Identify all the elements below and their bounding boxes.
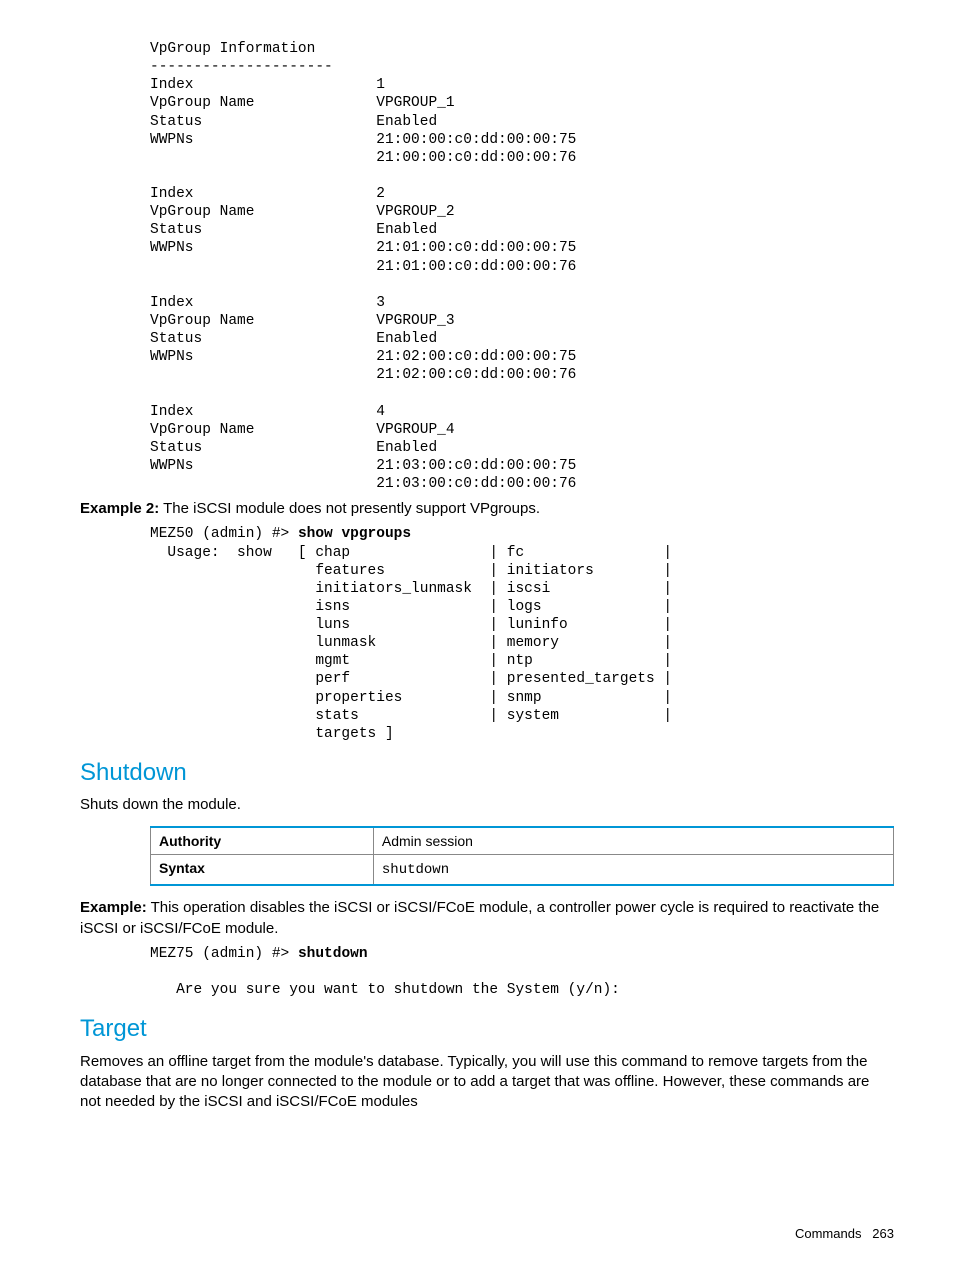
table-key: Syntax bbox=[151, 855, 374, 885]
target-heading: Target bbox=[80, 1013, 894, 1045]
document-page: VpGroup Information --------------------… bbox=[0, 0, 954, 1271]
vpgroup-info-output: VpGroup Information --------------------… bbox=[150, 40, 894, 493]
shutdown-table: AuthorityAdmin sessionSyntaxshutdown bbox=[150, 826, 894, 887]
table-key: Authority bbox=[151, 827, 374, 855]
shutdown-cmd-block: MEZ75 (admin) #> shutdown Are you sure y… bbox=[150, 945, 894, 999]
shutdown-intro: Shuts down the module. bbox=[80, 795, 894, 815]
target-intro: Removes an offline target from the modul… bbox=[80, 1052, 894, 1113]
shutdown-cmd-output: MEZ75 (admin) #> shutdown Are you sure y… bbox=[150, 945, 894, 999]
table-row: AuthorityAdmin session bbox=[151, 827, 894, 855]
table-value: Admin session bbox=[373, 827, 893, 855]
table-value: shutdown bbox=[373, 855, 893, 885]
table-row: Syntaxshutdown bbox=[151, 855, 894, 885]
shutdown-heading: Shutdown bbox=[80, 757, 894, 789]
shutdown-table-wrap: AuthorityAdmin sessionSyntaxshutdown bbox=[150, 826, 894, 887]
shutdown-example-paragraph: Example: This operation disables the iSC… bbox=[80, 898, 894, 939]
usage-block: MEZ50 (admin) #> show vpgroups Usage: sh… bbox=[150, 525, 894, 743]
usage-output: MEZ50 (admin) #> show vpgroups Usage: sh… bbox=[150, 525, 894, 743]
example2-paragraph: Example 2: The iSCSI module does not pre… bbox=[80, 499, 894, 519]
shutdown-example-label: Example: bbox=[80, 899, 147, 916]
vpgroup-info-block: VpGroup Information --------------------… bbox=[150, 40, 894, 493]
example2-label: Example 2: bbox=[80, 500, 159, 517]
footer-label: Commands bbox=[795, 1226, 861, 1241]
shutdown-example-text: This operation disables the iSCSI or iSC… bbox=[80, 899, 879, 936]
footer-page-number: 263 bbox=[872, 1226, 894, 1241]
example2-text: The iSCSI module does not presently supp… bbox=[159, 500, 540, 517]
page-footer: Commands 263 bbox=[795, 1225, 894, 1243]
